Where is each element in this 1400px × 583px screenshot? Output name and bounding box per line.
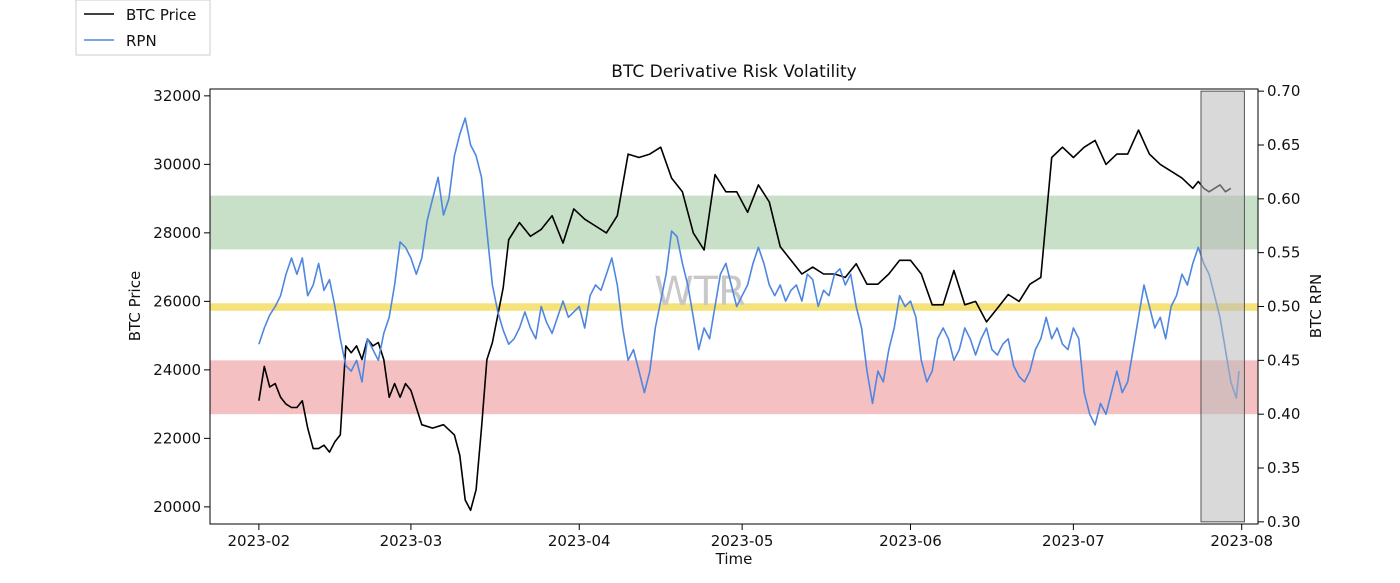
y-axis-right-label: BTC RPN	[1307, 274, 1325, 339]
y-axis-left: 20000 22000 24000 26000 28000 30000 32000	[153, 87, 210, 516]
y-left-tick-label: 28000	[153, 224, 201, 242]
x-tick-label: 2023-02	[228, 532, 291, 550]
y-left-tick-label: 20000	[153, 498, 201, 516]
chart-title: BTC Derivative Risk Volatility	[611, 62, 856, 82]
y-left-tick-label: 32000	[153, 87, 201, 105]
y-right-tick-label: 0.65	[1267, 136, 1300, 154]
y-left-tick-label: 30000	[153, 155, 201, 173]
y-right-tick-label: 0.45	[1267, 351, 1300, 369]
y-axis-right: 0.30 0.35 0.40 0.45 0.50 0.55 0.60 0.65 0.70	[1258, 82, 1300, 531]
x-tick-label: 2023-07	[1042, 532, 1105, 550]
series-line-btc-price	[258, 129, 1232, 512]
y-left-tick-label: 24000	[153, 361, 201, 379]
x-axis: 2023-02 2023-03 2023-04 2023-05 2023-06 2023-…	[228, 524, 1273, 550]
y-right-tick-label: 0.40	[1267, 405, 1300, 423]
x-axis-label: Time	[715, 550, 753, 568]
recent-window	[1200, 90, 1245, 523]
x-tick-label: 2023-05	[711, 532, 774, 550]
y-right-tick-label: 0.50	[1267, 298, 1300, 316]
y-right-tick-label: 0.55	[1267, 244, 1300, 262]
x-tick-label: 2023-06	[879, 532, 942, 550]
legend-frame	[75, 0, 211, 56]
x-tick-label: 2023-03	[380, 532, 443, 550]
legend-label-btc-price: BTC Price	[126, 6, 196, 24]
y-right-tick-label: 0.30	[1267, 513, 1300, 531]
x-tick-label: 2023-08	[1210, 532, 1273, 550]
high-risk-band	[210, 195, 1258, 250]
neutral-band	[210, 303, 1258, 311]
y-axis-left-label: BTC Price	[126, 271, 144, 341]
series-line-rpn	[258, 117, 1240, 426]
series-lines	[258, 117, 1240, 512]
y-left-tick-label: 22000	[153, 429, 201, 447]
legend: BTC Price RPN	[75, 0, 211, 56]
y-right-tick-label: 0.60	[1267, 190, 1300, 208]
y-right-tick-label: 0.35	[1267, 459, 1300, 477]
x-tick-label: 2023-04	[548, 532, 611, 550]
legend-label-rpn: RPN	[126, 32, 157, 50]
highlight-window	[1200, 90, 1245, 523]
y-right-tick-label: 0.70	[1267, 82, 1300, 100]
low-risk-band	[210, 360, 1258, 415]
watermark: WTR	[654, 269, 746, 315]
y-left-tick-label: 26000	[153, 292, 201, 310]
